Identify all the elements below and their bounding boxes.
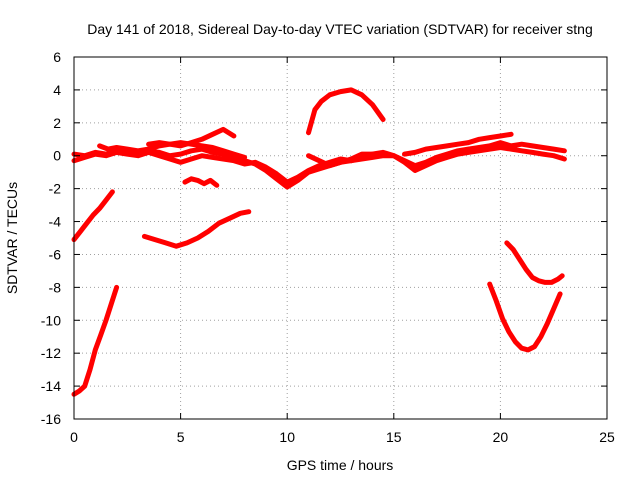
series-arc-12	[487, 281, 563, 353]
series-arc-11	[71, 284, 120, 397]
series-arc-10	[141, 209, 252, 249]
y-tick-label: -6	[49, 246, 62, 262]
series-arc-5	[182, 176, 220, 188]
plot-frame	[73, 56, 608, 420]
series-arc-2	[71, 145, 567, 185]
series-arc-7	[306, 151, 375, 169]
y-tick-label: 4	[53, 82, 61, 98]
y-tick-label: 0	[53, 148, 61, 164]
series-group	[71, 87, 567, 397]
series-arc-6	[306, 87, 386, 136]
y-tick-label: 6	[53, 49, 61, 65]
grid	[74, 57, 607, 419]
series-arc-9	[71, 189, 115, 243]
y-tick-label: 2	[53, 115, 61, 131]
y-tick-label: -12	[41, 345, 61, 361]
x-tick-label: 5	[177, 429, 185, 445]
y-tick-label: -2	[49, 181, 62, 197]
chart-title: Day 141 of 2018, Sidereal Day-to-day VTE…	[87, 21, 593, 37]
x-tick-label: 20	[493, 429, 509, 445]
x-tick-label: 0	[70, 429, 78, 445]
y-tick-label: -16	[41, 411, 61, 427]
series-arc-13	[504, 240, 565, 285]
y-tick-label: -8	[49, 279, 62, 295]
y-tick-label: -10	[41, 312, 61, 328]
series-arc-4	[146, 126, 237, 149]
y-axis-label: SDTVAR / TECUs	[4, 182, 20, 294]
axis-ticks: 0 5 10 15 20 25 -16 -14 -12 -10 -8 -6 -4 -2 0 2 4 6	[41, 49, 615, 445]
series-arc-8	[402, 131, 514, 157]
x-tick-label: 25	[599, 429, 615, 445]
x-axis-label: GPS time / hours	[287, 457, 394, 473]
x-tick-label: 15	[386, 429, 402, 445]
y-tick-label: -4	[49, 214, 62, 230]
series-arc-1	[71, 140, 567, 190]
y-tick-label: -14	[41, 378, 61, 394]
x-tick-label: 10	[279, 429, 295, 445]
